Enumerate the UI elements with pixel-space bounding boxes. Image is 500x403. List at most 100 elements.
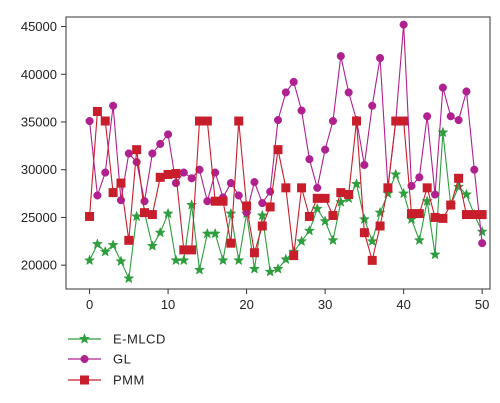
e-mlcd-point bbox=[460, 188, 473, 200]
e-mlcd-point bbox=[99, 245, 111, 257]
pmm-point bbox=[100, 116, 110, 126]
pmm-point bbox=[132, 145, 142, 155]
y-tick-label: 25000 bbox=[21, 210, 57, 225]
legend-gl-point bbox=[80, 354, 89, 364]
pmm-point bbox=[383, 183, 393, 193]
e-mlcd-point bbox=[264, 265, 276, 277]
gl-point bbox=[376, 53, 385, 63]
pmm-point bbox=[85, 211, 95, 221]
pmm-point bbox=[320, 193, 330, 203]
pmm-point bbox=[226, 238, 236, 248]
pmm-point bbox=[312, 193, 322, 203]
gl-point bbox=[360, 160, 369, 169]
pmm-point bbox=[124, 235, 134, 245]
e-mlcd-point bbox=[335, 196, 347, 207]
gl-point bbox=[478, 239, 487, 248]
x-tick-label: 10 bbox=[161, 297, 175, 312]
gl-point bbox=[321, 145, 330, 154]
pmm-point bbox=[477, 210, 487, 220]
e-mlcd-point bbox=[115, 255, 127, 267]
e-mlcd-point bbox=[225, 207, 237, 219]
gl-point bbox=[281, 88, 290, 97]
e-mlcd-point bbox=[476, 225, 488, 237]
pmm-point bbox=[399, 116, 409, 126]
plot-frame bbox=[65, 16, 491, 290]
e-mlcd-point bbox=[256, 209, 268, 221]
x-tick-label: 50 bbox=[475, 297, 489, 312]
pmm-point bbox=[140, 208, 150, 218]
gl-point bbox=[234, 191, 243, 200]
y-tick-label: 35000 bbox=[21, 114, 57, 129]
pmm-point bbox=[469, 210, 479, 220]
e-mlcd-point bbox=[193, 264, 206, 275]
pmm-point bbox=[446, 200, 456, 210]
e-mlcd-point bbox=[248, 263, 261, 274]
e-mlcd-point bbox=[154, 226, 166, 238]
gl-point bbox=[446, 112, 455, 121]
e-mlcd-point bbox=[209, 227, 221, 239]
gl-point bbox=[140, 197, 149, 206]
pmm-point bbox=[194, 116, 204, 126]
pmm-point bbox=[454, 173, 464, 183]
pmm-point bbox=[273, 145, 283, 155]
gl-point bbox=[313, 183, 322, 192]
pmm-point bbox=[406, 209, 416, 219]
gl-point bbox=[187, 174, 196, 183]
e-mlcd-point bbox=[374, 206, 386, 218]
pmm-point bbox=[430, 212, 440, 222]
e-mlcd-point bbox=[390, 168, 402, 180]
legend-item-pmm: PMM bbox=[68, 373, 145, 388]
y-tick-label: 45000 bbox=[21, 19, 57, 34]
legend-pmm-point bbox=[80, 375, 89, 385]
legend-label: GL bbox=[113, 352, 131, 367]
e-mlcd-point bbox=[186, 199, 198, 210]
gl-point bbox=[289, 77, 298, 86]
y-tick-label: 20000 bbox=[21, 258, 57, 273]
pmm-point bbox=[328, 211, 338, 221]
gl-point bbox=[93, 191, 102, 200]
pmm-point bbox=[249, 248, 259, 258]
pmm-point bbox=[218, 196, 228, 206]
pmm-point bbox=[116, 178, 126, 188]
x-tick-label: 0 bbox=[86, 297, 93, 312]
pmm-point bbox=[336, 188, 346, 198]
gl-point bbox=[171, 179, 180, 188]
gl-point bbox=[344, 88, 353, 97]
pmm-point bbox=[438, 213, 448, 223]
pmm-point bbox=[210, 196, 220, 206]
e-mlcd-point bbox=[303, 224, 316, 236]
e-mlcd-point bbox=[91, 238, 104, 249]
gl-point bbox=[336, 52, 345, 61]
gl-point bbox=[258, 199, 267, 208]
pmm-point bbox=[461, 210, 471, 220]
legend-label: PMM bbox=[113, 373, 145, 388]
pmm-point bbox=[163, 169, 173, 179]
legend: E-MLCD GL PMM bbox=[68, 332, 165, 388]
gl-point bbox=[203, 197, 212, 206]
e-mlcd-point bbox=[233, 254, 245, 266]
pmm-point bbox=[304, 211, 314, 221]
pmm-point bbox=[422, 183, 432, 193]
gl-point bbox=[462, 87, 471, 96]
e-mlcd-point bbox=[452, 180, 465, 192]
x-tick-label: 20 bbox=[239, 297, 253, 312]
legend-e-mlcd-point bbox=[78, 333, 91, 344]
gl-point bbox=[195, 165, 204, 174]
e-mlcd-point bbox=[358, 213, 370, 225]
gl-point bbox=[164, 130, 173, 139]
pmm-point bbox=[187, 245, 197, 255]
pmm-point bbox=[352, 116, 362, 126]
pmm-point bbox=[344, 190, 354, 200]
gl-point bbox=[368, 101, 377, 110]
e-mlcd-point bbox=[178, 254, 190, 266]
gl-point bbox=[109, 101, 118, 110]
pmm-point bbox=[179, 245, 189, 255]
x-tick-label: 30 bbox=[318, 297, 332, 312]
gl-point bbox=[101, 168, 110, 177]
e-mlcd-point bbox=[398, 187, 410, 199]
e-mlcd-point bbox=[83, 254, 96, 266]
pmm-point bbox=[242, 201, 252, 211]
pmm-point bbox=[289, 251, 299, 261]
pmm-point bbox=[359, 228, 369, 238]
